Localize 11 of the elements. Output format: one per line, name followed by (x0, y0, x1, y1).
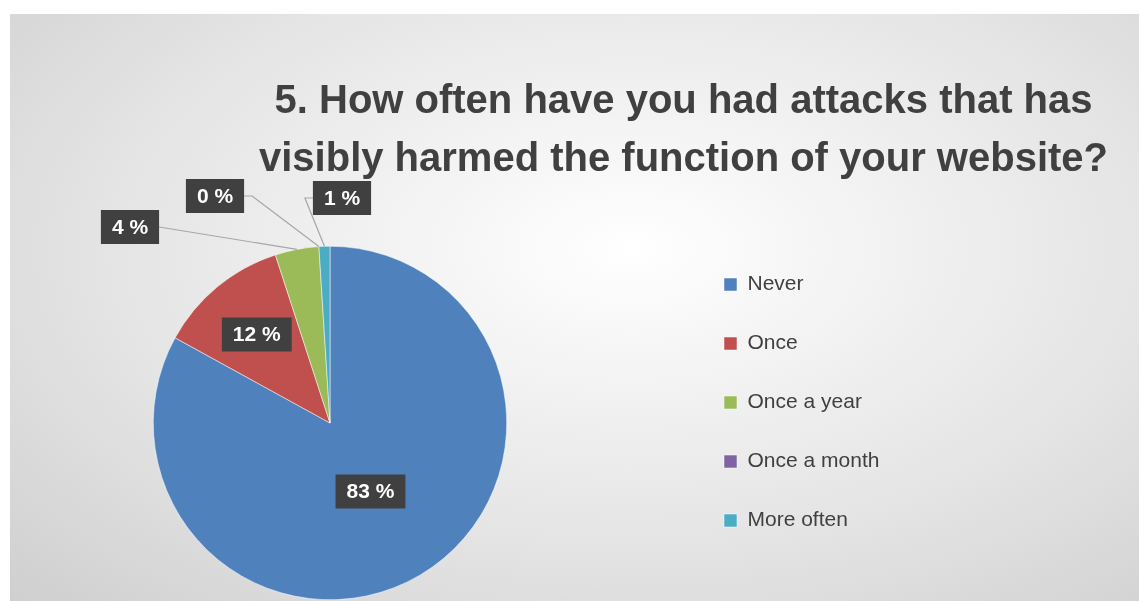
data-label: 1 % (323, 185, 361, 209)
text: 0 % (196, 183, 234, 207)
data-label: 83 % (346, 479, 395, 503)
legend-label: Once (747, 330, 798, 354)
data-label: 4 % (111, 214, 149, 238)
data-label: 12 % (232, 322, 282, 346)
legend-label: More often (747, 507, 848, 531)
legend-label: Once a month (747, 448, 880, 472)
legend-label: Once a year (747, 389, 862, 413)
chart-title: 5. How often have you had attacks that has visibly harmed the function of your website? (258, 77, 1108, 179)
legend-label: Never (747, 271, 804, 295)
